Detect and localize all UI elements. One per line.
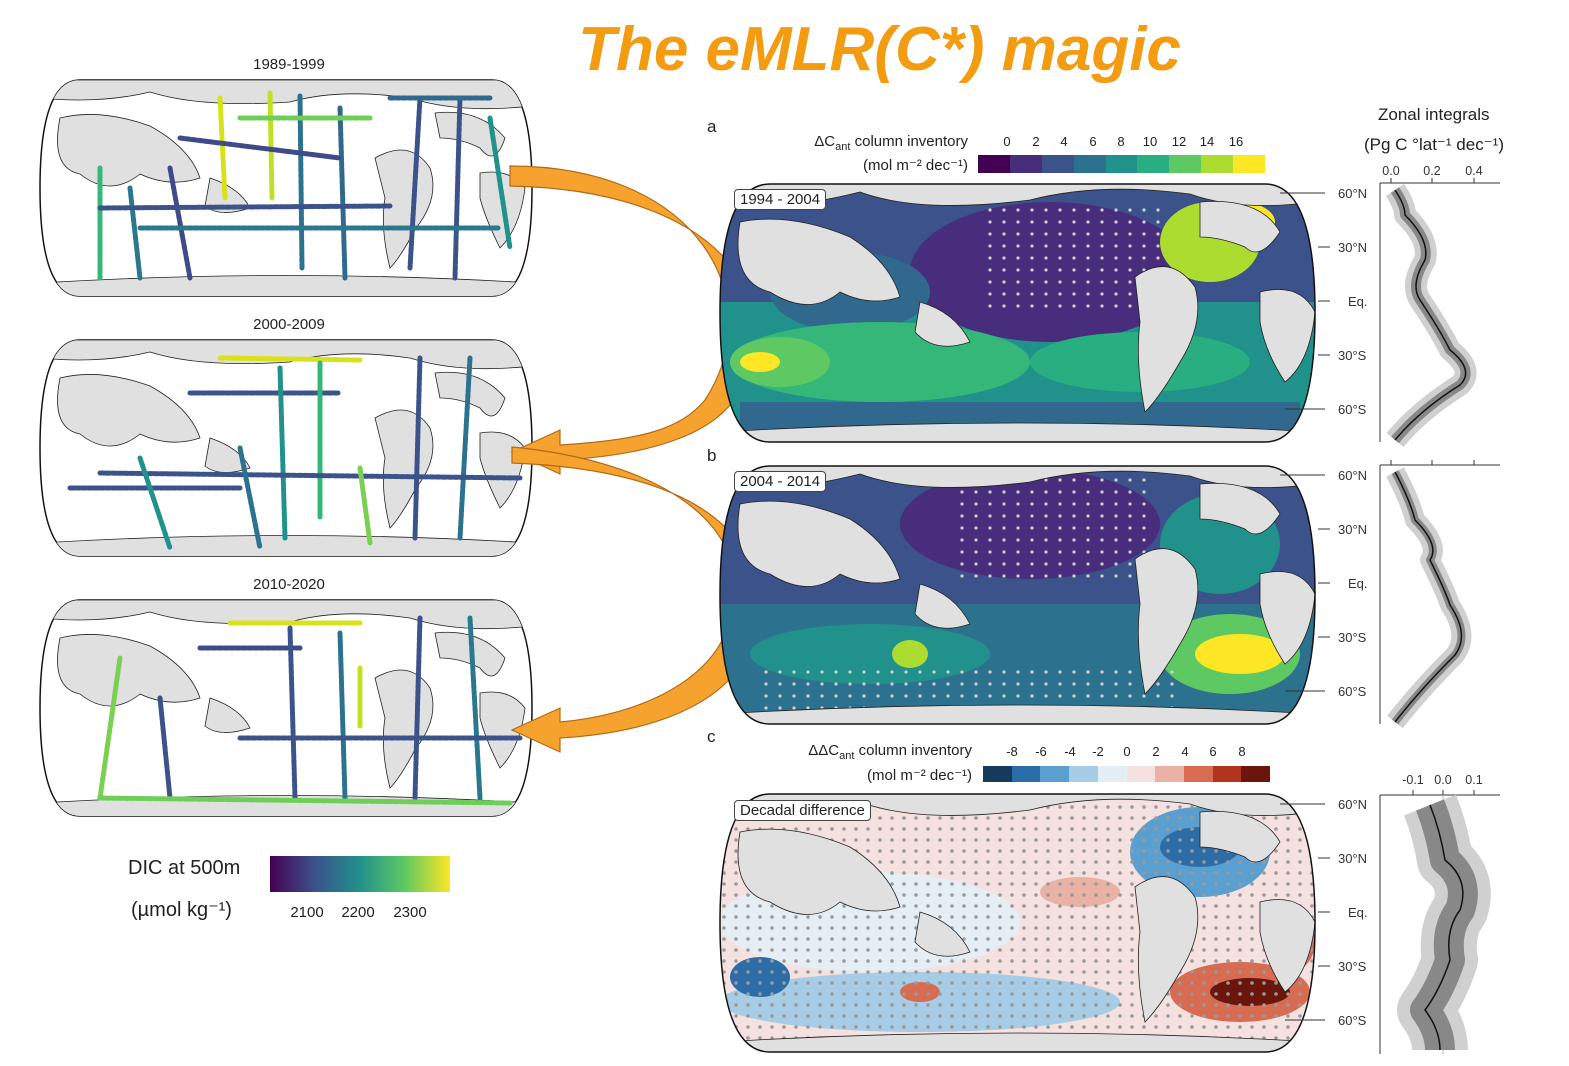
dcant-tick: -4 [1064, 744, 1076, 759]
lat-label: 30°S [1338, 348, 1367, 363]
dic-tick: 2200 [341, 904, 375, 921]
dcant-tick: 4 [1181, 744, 1189, 759]
panel-letter-a: a [707, 117, 717, 136]
lat-label: 60°S [1338, 684, 1367, 699]
zonal-line-b [1394, 471, 1463, 723]
cant-tick: 14 [1199, 134, 1215, 149]
cant-tick: 2 [1032, 134, 1040, 149]
dic-colorbar [270, 856, 450, 892]
lat-label: 30°N [1338, 522, 1368, 537]
zonal-line-c [1424, 804, 1464, 1051]
dcant-tick: 6 [1209, 744, 1217, 759]
dic-colorbar-unit: (µmol kg⁻¹) [131, 899, 232, 921]
zonal-tick: 0.0 [1382, 164, 1400, 178]
lat-label: 60°S [1338, 402, 1367, 417]
lat-label: 30°S [1338, 959, 1367, 974]
lat-label: 60°N [1338, 797, 1368, 812]
dic-track-map-2 [39, 339, 533, 557]
lat-label: Eq. [1348, 294, 1368, 309]
dcant-tick: 8 [1238, 744, 1246, 759]
zonal-tick: 0.1 [1465, 773, 1483, 787]
lat-label: 30°N [1338, 851, 1368, 866]
cant-map-1994-2004 [719, 183, 1316, 443]
map-period-2: 2000-2009 [253, 316, 325, 333]
dcant-map-difference [719, 793, 1316, 1053]
panel-c-label: Decadal difference [734, 800, 871, 821]
lat-label: Eq. [1348, 576, 1368, 591]
zonal-line-a [1394, 189, 1467, 441]
dcant-colorbar-unit: (mol m⁻² dec⁻¹) [867, 767, 972, 784]
dcant-colorbar [983, 766, 1271, 782]
zonal-tick: -0.1 [1402, 773, 1424, 787]
cant-colorbar-unit: (mol m⁻² dec⁻¹) [863, 157, 968, 174]
panel-a-period-label: 1994 - 2004 [734, 189, 827, 210]
dic-track-map-3 [39, 599, 533, 817]
cant-colorbar-label: ΔCant column inventory [814, 133, 968, 153]
cant-tick: 4 [1060, 134, 1068, 149]
dcant-tick: -8 [1006, 744, 1018, 759]
dcant-colorbar-label: ΔΔCant column inventory [808, 742, 972, 762]
cant-colorbar [978, 155, 1266, 173]
zonal-tick: 0.2 [1423, 164, 1441, 178]
page-title: The eMLR(C*) magic [578, 15, 1181, 84]
panel-letter-c: c [707, 727, 716, 746]
dic-tick: 2100 [290, 904, 324, 921]
map-period-1: 1989-1999 [253, 56, 325, 73]
cant-tick: 12 [1171, 134, 1187, 149]
dcant-tick: -2 [1092, 744, 1104, 759]
panel-b-period-label: 2004 - 2014 [734, 471, 827, 492]
zonal-tick: 0.4 [1465, 164, 1483, 178]
lat-label: 60°N [1338, 186, 1368, 201]
map-period-3: 2010-2020 [253, 576, 325, 593]
zonal-title: Zonal integrals [1378, 105, 1490, 124]
zonal-tick: 0.0 [1434, 773, 1452, 787]
cant-tick: 0 [1003, 134, 1011, 149]
dcant-tick: -6 [1035, 744, 1047, 759]
dcant-tick: 0 [1123, 744, 1131, 759]
dic-track-map-1 [39, 79, 533, 297]
cant-tick: 6 [1089, 134, 1097, 149]
dic-colorbar-title: DIC at 500m [128, 857, 241, 879]
panel-letter-b: b [707, 446, 717, 465]
cant-tick: 8 [1117, 134, 1125, 149]
lat-label: Eq. [1348, 905, 1368, 920]
cant-tick: 16 [1228, 134, 1244, 149]
lat-label: 30°S [1338, 630, 1367, 645]
lat-label: 30°N [1338, 240, 1368, 255]
zonal-unit: (Pg C °lat⁻¹ dec⁻¹) [1364, 135, 1504, 154]
cant-map-2004-2014 [719, 465, 1316, 725]
lat-label: 60°N [1338, 468, 1368, 483]
lat-label: 60°S [1338, 1013, 1367, 1028]
dic-tick: 2300 [393, 904, 427, 921]
dcant-tick: 2 [1152, 744, 1160, 759]
cant-tick: 10 [1142, 134, 1158, 149]
